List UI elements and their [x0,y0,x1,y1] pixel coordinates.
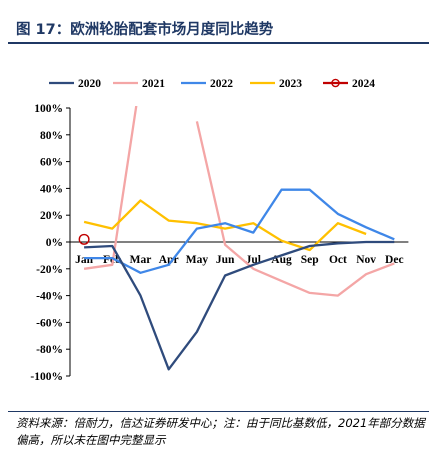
legend-label-2023: 2023 [279,78,302,90]
x-tick-label: Jun [216,254,235,266]
legend-label-2020: 2020 [78,78,101,90]
series-line-2023 [83,199,367,252]
y-tick-label: -100% [30,371,63,383]
title-underline [8,42,429,44]
x-tick-label: May [186,254,209,266]
legend-label-2024: 2024 [352,78,375,90]
series-line-2022 [84,188,395,274]
x-tick-label: Dec [385,254,404,266]
x-tick-label: Oct [329,254,347,266]
figure-title: 图 17：欧洲轮胎配套市场月度同比趋势 [16,22,274,38]
source-note: 资料来源：倍耐力，信达证券研发中心；注：由于同比基数低，2021年部分数据偏高，… [16,416,425,447]
legend-marker-2024 [331,78,340,88]
x-tick-label: Sep [301,254,319,266]
y-tick-label: 80% [40,130,63,142]
series-line-2020 [84,240,395,371]
series-line-2021 [83,106,395,297]
x-tick-label: Nov [356,254,376,266]
y-tick-label: -80% [36,344,63,356]
footer-divider [8,411,429,412]
y-tick-label: -60% [36,317,63,329]
y-tick-label: -40% [36,291,63,303]
x-tick-label: Jan [75,254,94,266]
legend-label-2021: 2021 [142,78,165,90]
y-tick-label: 60% [40,157,63,169]
figure-title-bar: 图 17：欧洲轮胎配套市场月度同比趋势 [8,14,429,44]
y-tick-label: 40% [40,183,63,195]
y-tick-label: 20% [40,210,63,222]
legend-label-2022: 2022 [210,78,233,90]
x-tick-label: Mar [130,254,152,266]
y-tick-label: -20% [36,264,63,276]
series-point-2024 [78,233,90,245]
y-tick-label: 0% [46,237,63,249]
y-tick-label: 100% [34,103,63,115]
